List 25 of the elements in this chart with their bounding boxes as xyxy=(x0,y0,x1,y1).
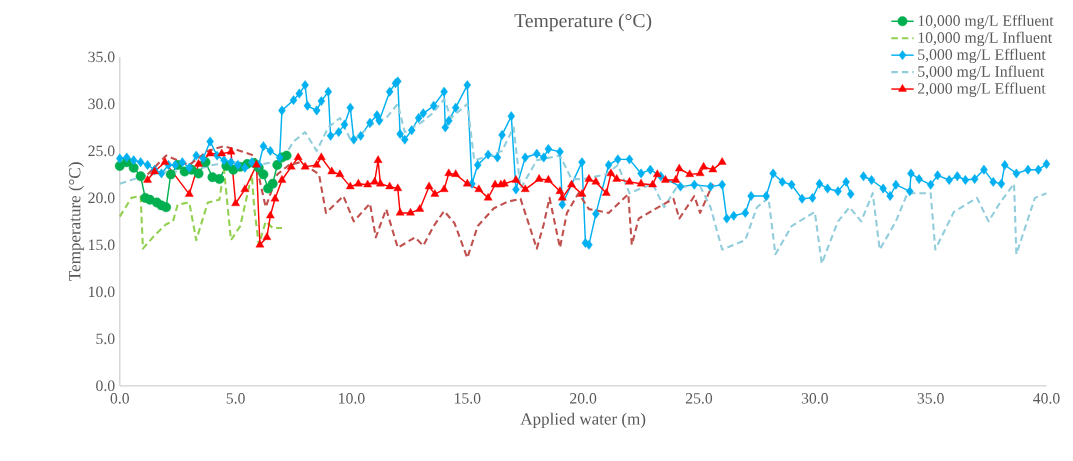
legend-label: 2,000 mg/L Effluent xyxy=(918,82,1046,97)
x-tick-label: 25.0 xyxy=(685,392,713,404)
y-tick-label: 10.0 xyxy=(89,286,115,297)
legend-label: 5,000 mg/L Influent xyxy=(918,65,1045,80)
y-axis-title: Temperature (°C) xyxy=(68,162,84,281)
x-tick-label: 0.0 xyxy=(110,392,129,404)
y-tick-label: 35.0 xyxy=(88,51,115,63)
x-tick-label: 30.0 xyxy=(801,392,828,404)
x-tick-label: 15.0 xyxy=(454,392,481,404)
x-tick-label: 5.0 xyxy=(226,392,245,404)
y-tick-label: 5.0 xyxy=(96,333,115,344)
legend-label: 5,000 mg/L Effluent xyxy=(918,48,1046,63)
legend-label: 10,000 mg/L Influent xyxy=(918,31,1053,46)
x-tick-label: 20.0 xyxy=(570,392,597,404)
chart-title: Temperature (°C) xyxy=(514,13,652,32)
y-tick-label: 30.0 xyxy=(88,98,115,110)
y-tick-label: 15.0 xyxy=(89,239,115,251)
y-tick-label: 25.0 xyxy=(88,145,115,157)
x-axis-title: Applied water (m) xyxy=(520,412,646,428)
x-tick-label: 10.0 xyxy=(339,392,365,404)
y-tick-label: 0.0 xyxy=(96,380,115,391)
x-tick-label: 35.0 xyxy=(917,392,944,404)
y-tick-label: 20.0 xyxy=(88,192,115,204)
legend-label: 10,000 mg/L Effluent xyxy=(918,14,1054,29)
x-tick-label: 40.0 xyxy=(1033,392,1060,404)
